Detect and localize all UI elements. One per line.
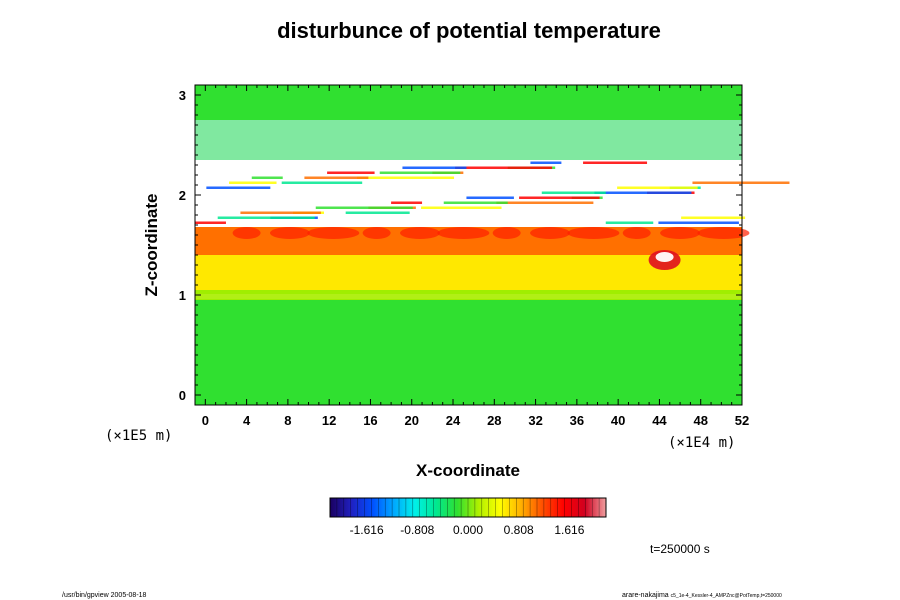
x-tick-label: 36 xyxy=(570,413,584,428)
x-tick-label: 40 xyxy=(611,413,625,428)
field-details xyxy=(195,161,790,299)
x-tick-label: 28 xyxy=(487,413,501,428)
x-tick-label: 16 xyxy=(363,413,377,428)
colorbar: -1.616 -0.808 0.000 0.808 1.616 xyxy=(329,497,607,537)
footer-right-small: c5_1e-4_Kessler-4_AMPZnc@PotTemp,t=25000… xyxy=(671,593,782,599)
y-tick-label: 3 xyxy=(179,88,186,103)
colorbar-tick-label: -1.616 xyxy=(350,523,384,537)
y-axis-label: Z-coordinate xyxy=(142,194,161,297)
x-tick-label: 4 xyxy=(243,413,251,428)
x-tick-label: 20 xyxy=(405,413,419,428)
colorbar-tick-label: 0.808 xyxy=(504,523,534,537)
x-tick-label: 52 xyxy=(735,413,749,428)
x-scale-label: (×1E4 m) xyxy=(668,435,735,451)
x-tick-label: 44 xyxy=(652,413,667,428)
y-scale-label: (×1E5 m) xyxy=(105,428,172,444)
x-tick-label: 8 xyxy=(284,413,291,428)
plot-area xyxy=(194,84,790,406)
colorbar-tick-label: 1.616 xyxy=(554,523,584,537)
footer-right: arare-nakajima c5_1e-4_Kessler-4_AMPZnc@… xyxy=(622,592,782,599)
x-tick-label: 24 xyxy=(446,413,461,428)
y-tick-label: 1 xyxy=(179,288,186,303)
x-tick-label: 0 xyxy=(202,413,209,428)
colorbar-tick-label: -0.808 xyxy=(400,523,434,537)
y-axis: 0 1 2 3 xyxy=(179,88,742,406)
y-tick-label: 2 xyxy=(179,188,186,203)
heatmap-field xyxy=(195,85,742,405)
x-tick-label: 48 xyxy=(693,413,707,428)
colorbar-tick-label: 0.000 xyxy=(453,523,483,537)
x-tick-label: 32 xyxy=(528,413,542,428)
y-tick-label: 0 xyxy=(179,388,186,403)
x-axis-label: X-coordinate xyxy=(416,461,520,480)
x-axis: 0 4 8 12 16 20 24 28 32 36 40 44 48 52 xyxy=(202,85,749,428)
footer-left: /usr/bin/gpview 2005-08-18 xyxy=(62,592,147,599)
chart-title: disturbunce of potential temperature xyxy=(277,18,661,43)
x-tick-label: 12 xyxy=(322,413,336,428)
footer-right-main: arare-nakajima xyxy=(622,592,669,599)
time-label: t=250000 s xyxy=(650,542,710,556)
colorbar-ticks: -1.616 -0.808 0.000 0.808 1.616 xyxy=(336,498,600,537)
